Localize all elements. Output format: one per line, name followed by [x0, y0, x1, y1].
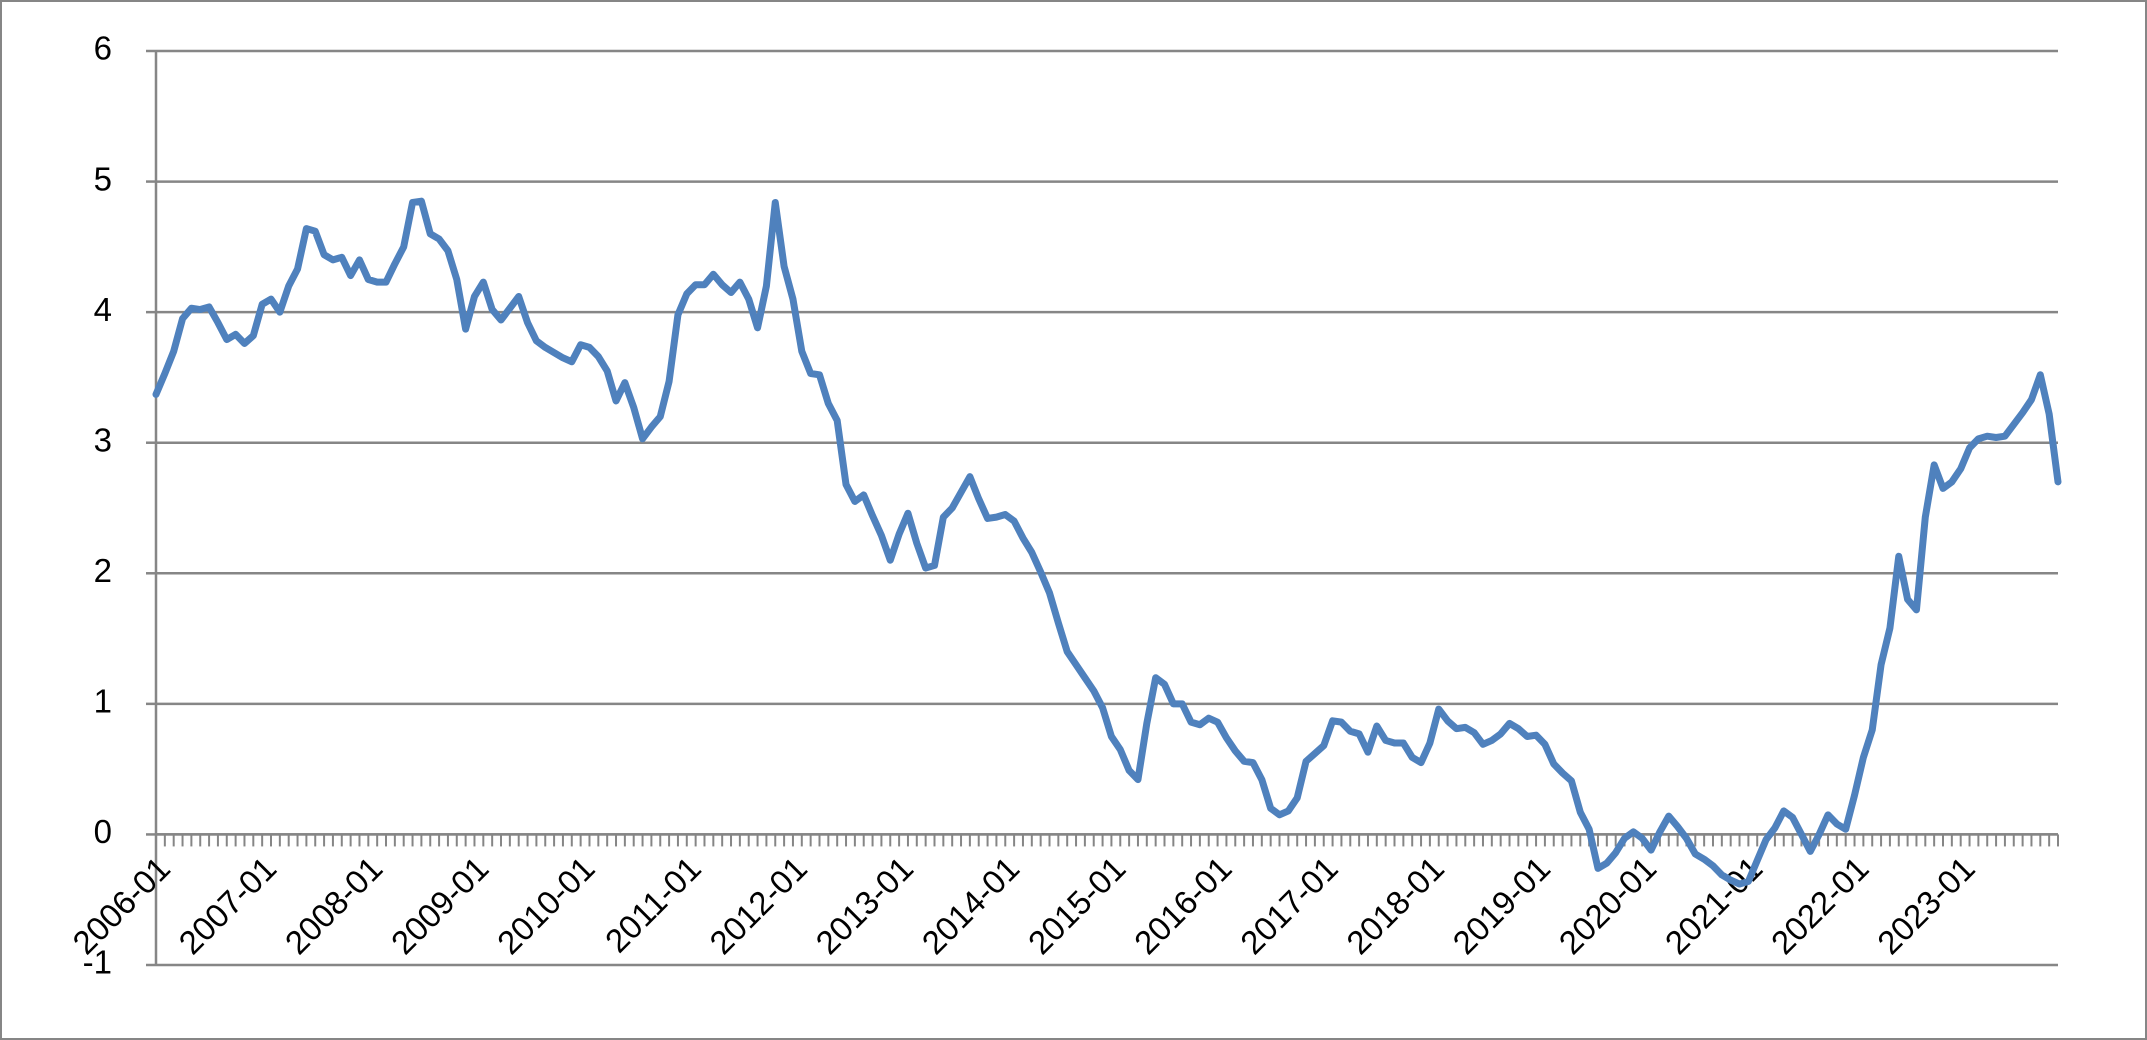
y-tick-label: 6	[94, 30, 112, 67]
y-tick-label: 3	[94, 421, 112, 458]
y-tick-label: 2	[94, 552, 112, 589]
data-line	[152, 197, 2062, 888]
y-tick-label: -1	[83, 944, 112, 981]
y-tick-label: 5	[94, 160, 112, 197]
y-tick-label: 4	[94, 291, 112, 328]
y-tick-label: 1	[94, 683, 112, 720]
y-tick-label: 0	[94, 813, 112, 850]
